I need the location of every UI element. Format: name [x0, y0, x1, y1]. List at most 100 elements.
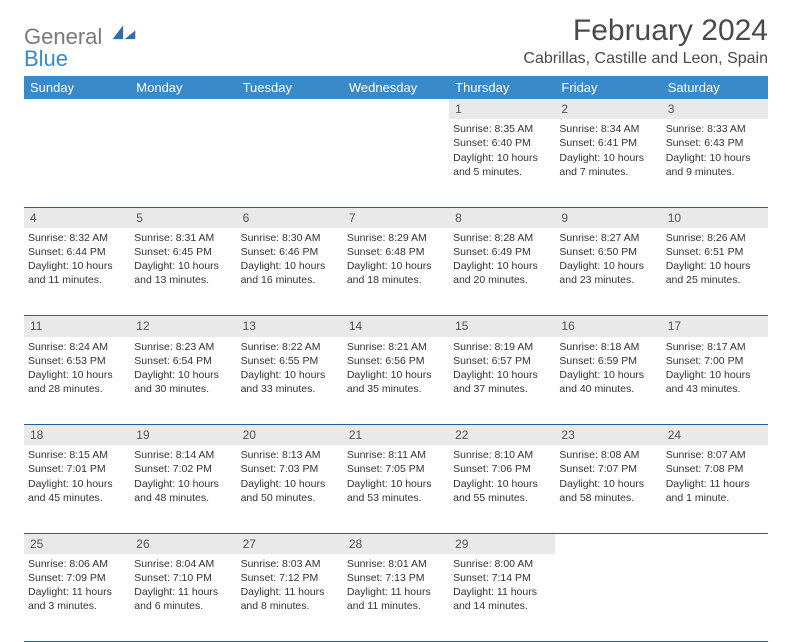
logo-text: General Blue	[24, 20, 137, 70]
day-info-line: Daylight: 11 hours	[134, 585, 232, 599]
day-info-line: Sunset: 6:40 PM	[453, 136, 551, 150]
day-info-line: Sunrise: 8:18 AM	[559, 340, 657, 354]
day-info: Sunrise: 8:26 AMSunset: 6:51 PMDaylight:…	[666, 231, 764, 288]
day-info-line: Sunrise: 8:22 AM	[241, 340, 339, 354]
day-data-cell	[237, 119, 343, 207]
day-info-line: Daylight: 10 hours	[134, 477, 232, 491]
day-data-cell: Sunrise: 8:30 AMSunset: 6:46 PMDaylight:…	[237, 228, 343, 316]
day-info-line: Daylight: 10 hours	[28, 368, 126, 382]
day-info-line: Sunrise: 8:10 AM	[453, 448, 551, 462]
day-data-cell: Sunrise: 8:34 AMSunset: 6:41 PMDaylight:…	[555, 119, 661, 207]
day-data-cell: Sunrise: 8:19 AMSunset: 6:57 PMDaylight:…	[449, 337, 555, 425]
day-info-line: Daylight: 10 hours	[134, 259, 232, 273]
day-info-line: Daylight: 10 hours	[453, 477, 551, 491]
calendar-body: 123Sunrise: 8:35 AMSunset: 6:40 PMDaylig…	[24, 99, 768, 642]
day-data-cell: Sunrise: 8:08 AMSunset: 7:07 PMDaylight:…	[555, 445, 661, 533]
day-info: Sunrise: 8:29 AMSunset: 6:48 PMDaylight:…	[347, 231, 445, 288]
day-number-cell	[555, 533, 661, 554]
day-info-line: Sunrise: 8:07 AM	[666, 448, 764, 462]
day-number-cell	[130, 99, 236, 119]
day-info-line: Daylight: 11 hours	[28, 585, 126, 599]
day-info-line: Daylight: 10 hours	[559, 151, 657, 165]
day-info-line: and 37 minutes.	[453, 382, 551, 396]
day-info-line: Sunset: 6:49 PM	[453, 245, 551, 259]
day-info-line: Sunset: 6:59 PM	[559, 354, 657, 368]
calendar-table: Sunday Monday Tuesday Wednesday Thursday…	[24, 76, 768, 642]
day-number-row: 11121314151617	[24, 316, 768, 337]
day-number-cell: 29	[449, 533, 555, 554]
day-info-line: Daylight: 10 hours	[666, 368, 764, 382]
weekday-header: Monday	[130, 76, 236, 99]
day-data-cell: Sunrise: 8:35 AMSunset: 6:40 PMDaylight:…	[449, 119, 555, 207]
day-info-line: Sunrise: 8:13 AM	[241, 448, 339, 462]
day-number-cell: 9	[555, 207, 661, 228]
day-info: Sunrise: 8:24 AMSunset: 6:53 PMDaylight:…	[28, 340, 126, 397]
day-data-cell	[662, 554, 768, 642]
day-info-line: and 45 minutes.	[28, 491, 126, 505]
day-data-row: Sunrise: 8:32 AMSunset: 6:44 PMDaylight:…	[24, 228, 768, 316]
day-info-line: Sunrise: 8:11 AM	[347, 448, 445, 462]
day-info-line: Daylight: 10 hours	[241, 368, 339, 382]
day-number-row: 123	[24, 99, 768, 119]
day-info-line: and 55 minutes.	[453, 491, 551, 505]
day-number-cell: 12	[130, 316, 236, 337]
day-info-line: Sunrise: 8:15 AM	[28, 448, 126, 462]
day-info-line: Sunrise: 8:01 AM	[347, 557, 445, 571]
day-data-cell: Sunrise: 8:29 AMSunset: 6:48 PMDaylight:…	[343, 228, 449, 316]
day-info: Sunrise: 8:17 AMSunset: 7:00 PMDaylight:…	[666, 340, 764, 397]
weekday-header: Saturday	[662, 76, 768, 99]
day-info: Sunrise: 8:30 AMSunset: 6:46 PMDaylight:…	[241, 231, 339, 288]
day-number-cell: 19	[130, 425, 236, 446]
day-info-line: Sunrise: 8:23 AM	[134, 340, 232, 354]
day-info-line: Daylight: 11 hours	[347, 585, 445, 599]
day-data-cell: Sunrise: 8:31 AMSunset: 6:45 PMDaylight:…	[130, 228, 236, 316]
day-info-line: Sunset: 7:08 PM	[666, 462, 764, 476]
day-info-line: Sunset: 7:10 PM	[134, 571, 232, 585]
day-number-cell: 21	[343, 425, 449, 446]
day-info-line: Sunset: 6:50 PM	[559, 245, 657, 259]
day-info-line: Daylight: 11 hours	[241, 585, 339, 599]
day-info-line: Sunset: 7:05 PM	[347, 462, 445, 476]
day-info-line: and 40 minutes.	[559, 382, 657, 396]
day-info-line: and 50 minutes.	[241, 491, 339, 505]
day-info-line: and 48 minutes.	[134, 491, 232, 505]
day-info-line: and 3 minutes.	[28, 599, 126, 613]
day-info-line: Sunrise: 8:29 AM	[347, 231, 445, 245]
sail-icon	[111, 22, 137, 44]
day-info: Sunrise: 8:22 AMSunset: 6:55 PMDaylight:…	[241, 340, 339, 397]
day-info: Sunrise: 8:15 AMSunset: 7:01 PMDaylight:…	[28, 448, 126, 505]
calendar-page: General Blue February 2024 Cabrillas, Ca…	[0, 0, 792, 642]
day-info-line: Sunrise: 8:33 AM	[666, 122, 764, 136]
day-info-line: Sunrise: 8:30 AM	[241, 231, 339, 245]
day-number-cell: 2	[555, 99, 661, 119]
day-info-line: Sunset: 6:48 PM	[347, 245, 445, 259]
day-data-cell: Sunrise: 8:24 AMSunset: 6:53 PMDaylight:…	[24, 337, 130, 425]
day-info-line: Daylight: 10 hours	[347, 477, 445, 491]
day-info-line: Sunrise: 8:26 AM	[666, 231, 764, 245]
day-number-cell: 16	[555, 316, 661, 337]
day-data-cell	[130, 119, 236, 207]
weekday-header: Wednesday	[343, 76, 449, 99]
day-info: Sunrise: 8:32 AMSunset: 6:44 PMDaylight:…	[28, 231, 126, 288]
day-info-line: and 11 minutes.	[28, 273, 126, 287]
day-info: Sunrise: 8:00 AMSunset: 7:14 PMDaylight:…	[453, 557, 551, 614]
day-data-cell: Sunrise: 8:00 AMSunset: 7:14 PMDaylight:…	[449, 554, 555, 642]
day-info: Sunrise: 8:13 AMSunset: 7:03 PMDaylight:…	[241, 448, 339, 505]
day-info-line: and 11 minutes.	[347, 599, 445, 613]
day-data-cell: Sunrise: 8:10 AMSunset: 7:06 PMDaylight:…	[449, 445, 555, 533]
day-info: Sunrise: 8:19 AMSunset: 6:57 PMDaylight:…	[453, 340, 551, 397]
day-info-line: Sunset: 7:14 PM	[453, 571, 551, 585]
day-info-line: Daylight: 10 hours	[453, 368, 551, 382]
day-info-line: Sunset: 7:07 PM	[559, 462, 657, 476]
day-number-cell: 20	[237, 425, 343, 446]
day-data-cell: Sunrise: 8:21 AMSunset: 6:56 PMDaylight:…	[343, 337, 449, 425]
day-info-line: Sunset: 7:03 PM	[241, 462, 339, 476]
day-info: Sunrise: 8:28 AMSunset: 6:49 PMDaylight:…	[453, 231, 551, 288]
day-info-line: Sunrise: 8:04 AM	[134, 557, 232, 571]
day-data-cell: Sunrise: 8:03 AMSunset: 7:12 PMDaylight:…	[237, 554, 343, 642]
day-number-cell: 18	[24, 425, 130, 446]
day-info: Sunrise: 8:03 AMSunset: 7:12 PMDaylight:…	[241, 557, 339, 614]
day-info-line: Sunrise: 8:08 AM	[559, 448, 657, 462]
day-number-cell: 3	[662, 99, 768, 119]
day-data-cell: Sunrise: 8:26 AMSunset: 6:51 PMDaylight:…	[662, 228, 768, 316]
